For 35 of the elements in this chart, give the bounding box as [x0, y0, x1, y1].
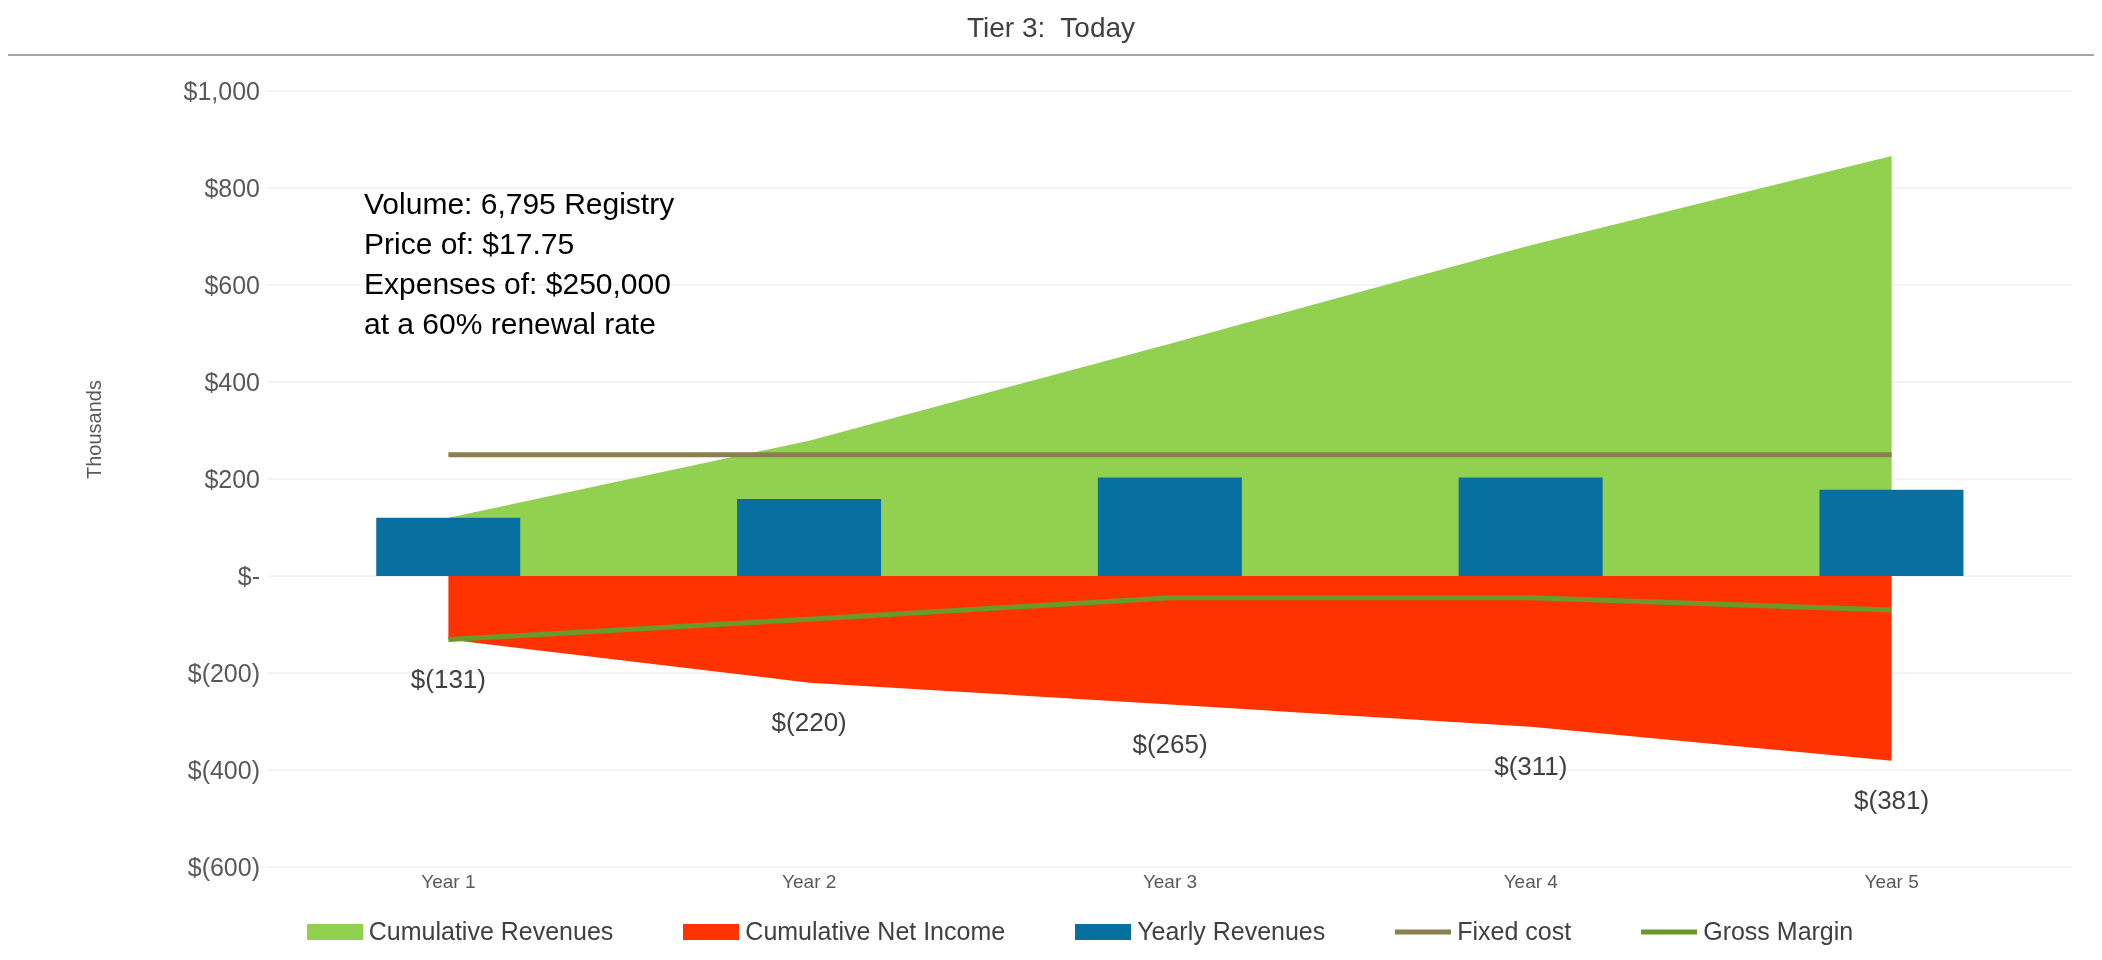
data-label: $(265): [1132, 728, 1208, 759]
y-tick-label: $(200): [187, 658, 260, 687]
y-tick-label: $1,000: [183, 76, 260, 105]
data-label: $(311): [1494, 750, 1568, 781]
y-tick-label: $(600): [187, 852, 260, 881]
chart-title: Tier 3: Today: [8, 8, 2094, 56]
y-axis-title: Thousands: [83, 380, 106, 479]
x-tick-label: Year 1: [421, 871, 476, 893]
bar: [1819, 489, 1964, 576]
bar: [737, 498, 882, 576]
bar: [376, 517, 521, 576]
legend-label: Yearly Revenues: [1137, 917, 1326, 946]
x-tick-label: Year 4: [1503, 871, 1559, 893]
annotation: at a 60% renewal rate: [364, 306, 657, 342]
x-tick-label: Year 3: [1142, 871, 1198, 893]
y-tick-label: $-: [237, 561, 260, 590]
data-label: $(131): [410, 663, 486, 694]
legend-label: Fixed cost: [1457, 917, 1572, 946]
annotation: Price of: $17.75: [364, 226, 576, 262]
y-tick-label: $200: [204, 464, 260, 493]
annotation: Volume: 6,795 Registry: [364, 186, 675, 222]
legend-label: Cumulative Net Income: [745, 917, 1006, 946]
y-tick-label: $800: [204, 173, 260, 202]
x-tick-label: Year 5: [1864, 871, 1919, 893]
bar: [1097, 477, 1242, 576]
y-tick-label: $600: [204, 270, 260, 299]
y-tick-label: $(400): [187, 755, 260, 784]
y-tick-label: $400: [204, 367, 260, 396]
data-label: $(220): [771, 706, 847, 737]
legend-label: Gross Margin: [1703, 917, 1854, 946]
bar: [1458, 477, 1603, 576]
data-label: $(381): [1854, 784, 1930, 815]
annotation: Expenses of: $250,000: [364, 266, 672, 302]
x-tick-label: Year 2: [782, 871, 837, 893]
legend-label: Cumulative Revenues: [368, 917, 614, 946]
